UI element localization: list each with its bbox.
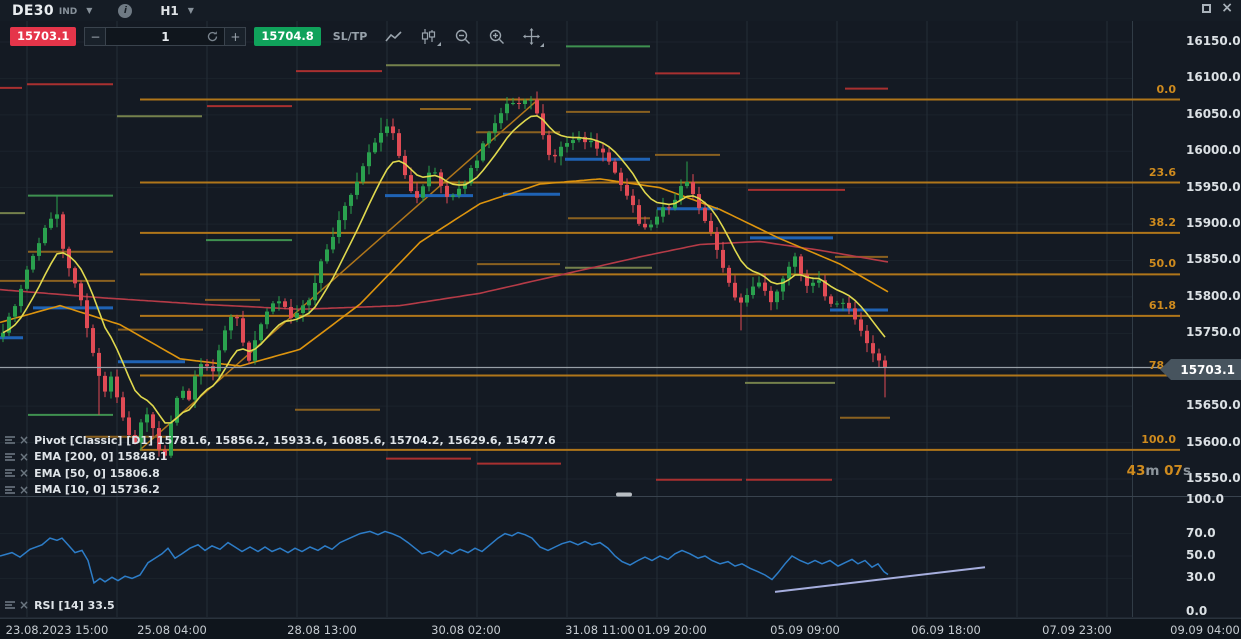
pan-dropdown-corner [540, 43, 545, 47]
indicator-remove-icon[interactable]: × [19, 482, 30, 497]
current-price-badge: 15703.1 [1160, 359, 1241, 380]
time-axis-label: 01.09 20:00 [637, 623, 707, 637]
indicator-settings-icon[interactable] [5, 452, 15, 462]
price-axis-label: 15600.0 [1186, 434, 1241, 449]
price-axis-label: 16100.0 [1186, 70, 1241, 85]
price-axis-label: 15900.0 [1186, 216, 1241, 231]
time-axis-label: 23.08.2023 15:00 [5, 623, 109, 637]
volume-stepper: − 1 + [84, 27, 247, 46]
candle-countdown-timer: 43m 07s [1126, 463, 1191, 479]
indicator-row-2: × EMA [50, 0] 15806.8 [5, 466, 160, 480]
price-axis-label: 15800.0 [1186, 288, 1241, 303]
indicator-label: EMA [200, 0] 15848.1 [34, 450, 168, 463]
time-axis-label: 05.09 09:00 [770, 623, 840, 637]
time-axis-label: 25.08 04:00 [137, 623, 207, 637]
time-axis-label: 30.08 02:00 [431, 623, 501, 637]
symbol-dropdown-caret[interactable]: ▼ [86, 6, 93, 15]
refresh-icon[interactable] [206, 30, 219, 46]
line-chart-icon[interactable] [385, 30, 403, 44]
time-axis-label: 31.08 11:00 [565, 623, 635, 637]
candlestick-style-icon[interactable] [421, 29, 442, 46]
indicator-settings-icon[interactable] [5, 485, 15, 495]
timeframe-select[interactable]: H1 ▼ [160, 4, 194, 18]
indicator-settings-icon[interactable] [5, 435, 15, 445]
rsi-indicator-row: × RSI [14] 33.5 [5, 598, 115, 612]
price-axis-label: 16050.0 [1186, 106, 1241, 121]
rsi-axis-label: 50.0 [1186, 548, 1216, 562]
indicator-remove-icon[interactable]: × [19, 433, 30, 447]
timer-minutes: 43 [1126, 463, 1146, 479]
sltp-button[interactable]: SL/TP [332, 30, 368, 43]
zoom-out-icon[interactable] [455, 29, 471, 45]
price-axis-label: 16150.0 [1186, 34, 1241, 48]
indicator-label: EMA [10, 0] 15736.2 [34, 483, 160, 496]
panel-resize-handle[interactable] [616, 492, 632, 497]
indicator-remove-icon[interactable]: × [19, 598, 30, 612]
time-axis[interactable]: 23.08.2023 15:00 25.08 04:00 28.08 13:00 30… [0, 618, 1241, 639]
indicator-row-1: × EMA [200, 0] 15848.1 [5, 450, 167, 464]
timeframe-caret: ▼ [187, 6, 194, 15]
volume-decrease-button[interactable]: − [84, 27, 107, 46]
maximize-icon[interactable] [1202, 3, 1212, 13]
price-axis-label: 15950.0 [1186, 179, 1241, 194]
indicator-settings-icon[interactable] [5, 600, 15, 610]
time-axis-label: 06.09 18:00 [911, 623, 981, 637]
indicator-row-3: × EMA [10, 0] 15736.2 [5, 483, 160, 497]
indicator-settings-icon[interactable] [5, 468, 15, 478]
time-axis-label: 07.09 23:00 [1042, 623, 1112, 637]
fib-level-label: 61.8 [1148, 298, 1176, 312]
price-axis-label: 15850.0 [1186, 252, 1241, 267]
volume-increase-button[interactable]: + [224, 27, 247, 46]
price-axis-label: 16000.0 [1186, 143, 1241, 158]
price-axis-label: 15650.0 [1186, 398, 1241, 413]
buy-price-button[interactable]: 15704.8 [254, 27, 321, 46]
time-axis-label: 09.09 04:00 [1170, 623, 1240, 637]
indicator-label: RSI [14] 33.5 [34, 598, 115, 612]
indicator-label: EMA [50, 0] 15806.8 [34, 466, 160, 480]
price-axis-label: 15550.0 [1186, 470, 1241, 485]
fib-level-label: 0.0 [1156, 82, 1177, 96]
timeframe-label: H1 [160, 3, 179, 18]
symbol-title: DE30 [12, 2, 54, 19]
candlestick-dropdown-corner [437, 42, 442, 46]
indicator-label: Pivot [Classic] [D1] 15781.6, 15856.2, 1… [34, 433, 556, 447]
info-icon[interactable]: i [118, 3, 133, 18]
fib-level-label: 100.0 [1141, 432, 1176, 446]
rsi-axis-label: 0.0 [1186, 604, 1208, 618]
price-axis-label: 15750.0 [1186, 325, 1241, 340]
volume-value: 1 [161, 29, 170, 44]
indicator-remove-icon[interactable]: × [19, 449, 30, 464]
sell-price-button[interactable]: 15703.1 [10, 27, 77, 46]
rsi-axis-label: 30.0 [1186, 570, 1216, 585]
title-bar: DE30 IND ▼ i H1 ▼ × [0, 0, 1241, 21]
indicator-remove-icon[interactable]: × [19, 466, 30, 480]
rsi-axis-label: 100.0 [1186, 492, 1224, 506]
indicator-row-0: × Pivot [Classic] [D1] 15781.6, 15856.2, … [5, 433, 556, 447]
fib-level-label: 50.0 [1148, 257, 1176, 271]
fib-level-label: 23.6 [1148, 165, 1176, 179]
time-axis-label: 28.08 13:00 [287, 623, 357, 637]
timer-seconds: 07 [1164, 463, 1183, 479]
pan-crosshair-icon[interactable] [523, 28, 545, 47]
volume-input[interactable]: 1 [106, 27, 225, 46]
fib-level-label: 38.2 [1148, 215, 1176, 229]
instrument-type-label: IND [58, 7, 78, 17]
close-icon[interactable]: × [1221, 0, 1233, 16]
zoom-in-icon[interactable] [489, 29, 505, 45]
rsi-axis-label: 70.0 [1186, 525, 1216, 540]
order-toolbar: 15703.1 − 1 + 15704.8 SL/TP [10, 27, 545, 47]
